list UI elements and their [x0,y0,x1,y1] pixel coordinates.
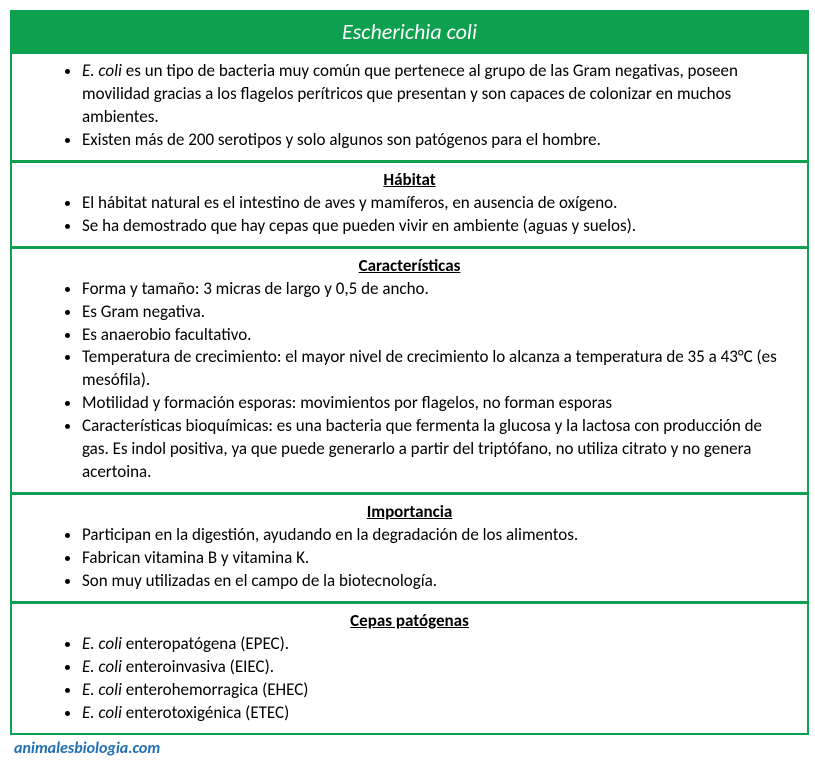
caracteristicas-list: Forma y tamaño: 3 micras de largo y 0,5 … [22,278,797,484]
list-item: Existen más de 200 serotipos y solo algu… [82,129,797,152]
section-cepas: Cepas patógenas E. coli enteropatógena (… [12,601,807,733]
item-rest: enterohemorragica (EHEC) [122,679,309,700]
heading-importancia: Importancia [22,501,797,522]
section-importancia: Importancia Participan en la digestión, … [12,492,807,601]
list-item: Es Gram negativa. [82,301,797,324]
list-item: E. coli enteroinvasiva (EIEC). [82,656,797,679]
item-rest: enteroinvasiva (EIEC). [122,656,274,677]
info-card: Escherichia coli E. coli es un tipo de b… [10,10,809,735]
title-bar: Escherichia coli [12,12,807,51]
item-rest: enterotoxigénica (ETEC) [122,702,289,723]
list-item: Temperatura de crecimiento: el mayor niv… [82,346,797,392]
list-item: Motilidad y formación esporas: movimient… [82,392,797,415]
list-item: E. coli enterotoxigénica (ETEC) [82,702,797,725]
list-item: Fabrican vitamina B y vitamina K. [82,547,797,570]
list-item: Forma y tamaño: 3 micras de largo y 0,5 … [82,278,797,301]
italic-prefix: E. coli [82,656,122,677]
habitat-list: El hábitat natural es el intestino de av… [22,192,797,238]
list-item: Características bioquímicas: es una bact… [82,415,797,484]
item-rest: enteropatógena (EPEC). [122,633,289,654]
list-item: Son muy utilizadas en el campo de la bio… [82,570,797,593]
list-item: Es anaerobio facultativo. [82,324,797,347]
heading-caracteristicas: Características [22,255,797,276]
list-item: E. coli enteropatógena (EPEC). [82,633,797,656]
italic-prefix: E. coli [82,60,122,81]
footer-source: animalesbiologia.com [10,739,805,758]
title-text: Escherichia coli [342,18,477,45]
italic-prefix: E. coli [82,702,122,723]
intro-list: E. coli es un tipo de bacteria muy común… [22,60,797,152]
section-intro: E. coli es un tipo de bacteria muy común… [12,51,807,160]
item-rest: es un tipo de bacteria muy común que per… [82,60,738,127]
cepas-list: E. coli enteropatógena (EPEC). E. coli e… [22,633,797,725]
list-item: E. coli enterohemorragica (EHEC) [82,679,797,702]
heading-habitat: Hábitat [22,169,797,190]
list-item: El hábitat natural es el intestino de av… [82,192,797,215]
heading-cepas: Cepas patógenas [22,610,797,631]
item-rest: Existen más de 200 serotipos y solo algu… [82,129,601,150]
italic-prefix: E. coli [82,679,122,700]
section-habitat: Hábitat El hábitat natural es el intesti… [12,160,807,246]
list-item: E. coli es un tipo de bacteria muy común… [82,60,797,129]
list-item: Participan en la digestión, ayudando en … [82,524,797,547]
italic-prefix: E. coli [82,633,122,654]
list-item: Se ha demostrado que hay cepas que puede… [82,215,797,238]
section-caracteristicas: Características Forma y tamaño: 3 micras… [12,246,807,492]
importancia-list: Participan en la digestión, ayudando en … [22,524,797,593]
